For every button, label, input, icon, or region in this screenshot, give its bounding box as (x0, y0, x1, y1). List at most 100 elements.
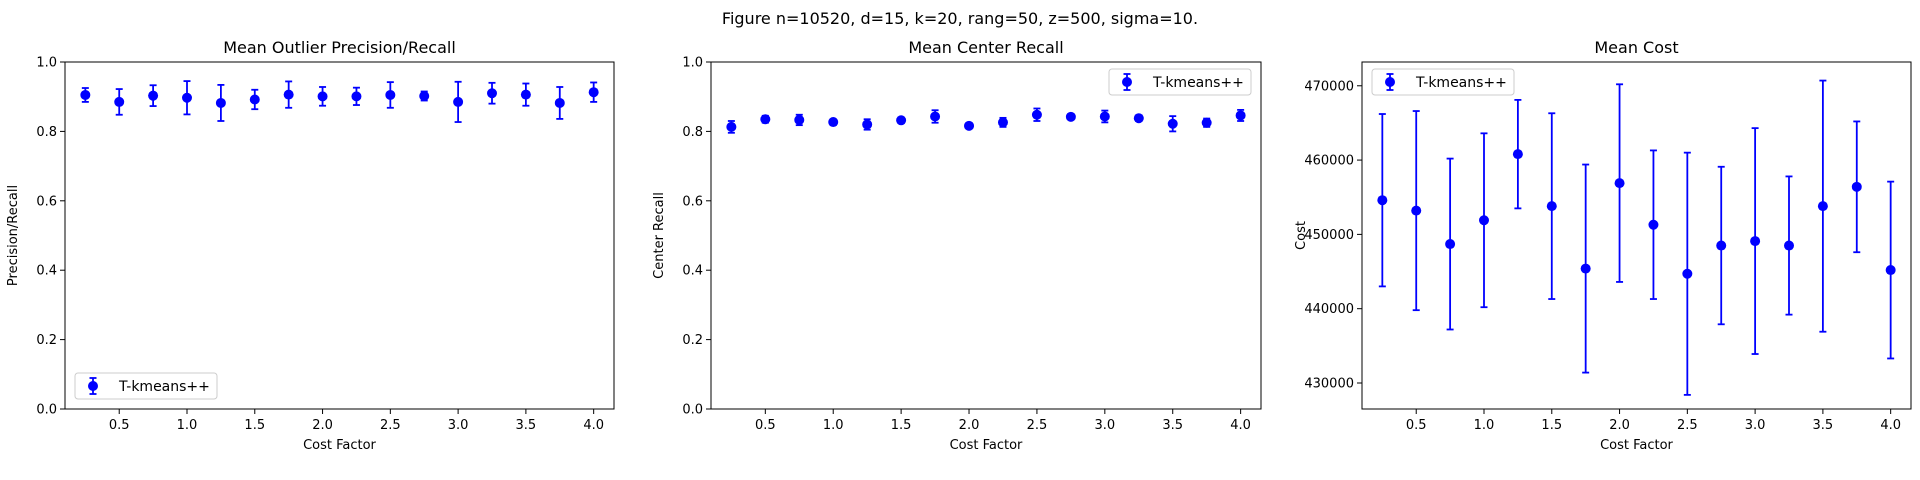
x-tick-label: 0.5 (1406, 418, 1427, 433)
data-point (419, 91, 430, 102)
plot-frame (710, 61, 1262, 410)
legend-marker (88, 381, 98, 391)
x-tick-label: 3.5 (1162, 418, 1183, 433)
data-point (1851, 181, 1862, 192)
data-point (317, 91, 328, 102)
legend: T-kmeans++ (1108, 68, 1252, 96)
y-tick-label: 0.6 (36, 194, 57, 209)
y-tick-label: 0.8 (682, 125, 703, 140)
data-point (1682, 268, 1693, 279)
x-tick-label: 2.5 (380, 418, 401, 433)
data-point (1133, 113, 1144, 124)
data-point (1201, 117, 1212, 128)
data-point (1580, 263, 1591, 274)
legend: T-kmeans++ (74, 372, 218, 400)
y-tick-label: 1.0 (682, 56, 703, 71)
x-tick-label: 2.5 (1027, 418, 1048, 433)
chart-panel-center-recall: Mean Center Recall 0.5 1.0 1.5 2.0 2.5 3.0 3.5 4… (652, 38, 1262, 453)
data-point (351, 91, 362, 102)
y-tick-label: 440000 (1304, 302, 1354, 317)
data-point (182, 92, 192, 103)
chart-panel-precision-recall: Mean Outlier Precision/Recall 0.5 1.0 1.5 2.… (6, 38, 615, 453)
legend-label: T-kmeans++ (1415, 75, 1507, 91)
y-axis-label: Cost (1294, 221, 1309, 250)
data-point (760, 114, 771, 125)
data-point (1235, 110, 1246, 121)
y-tick-label: 430000 (1304, 376, 1354, 391)
data-point (726, 121, 737, 132)
data-point (283, 89, 294, 100)
data-point (1784, 240, 1794, 251)
data-point (1411, 205, 1422, 216)
y-tick-label: 460000 (1304, 154, 1354, 169)
x-tick-label: 1.0 (177, 418, 198, 433)
x-tick-label: 1.5 (1541, 418, 1562, 433)
data-point (487, 88, 497, 99)
data-point (554, 97, 565, 108)
data-point (215, 97, 226, 108)
legend-box (1108, 68, 1252, 96)
data-point (1546, 201, 1557, 212)
y-tick-label: 0.0 (682, 403, 703, 418)
x-tick-label: 4.0 (1230, 418, 1251, 433)
data-point (1031, 109, 1042, 120)
legend-label: T-kmeans++ (1152, 75, 1244, 91)
x-tick-label: 2.5 (1677, 418, 1698, 433)
x-tick-label: 1.5 (891, 418, 912, 433)
legend-box (1371, 68, 1515, 96)
data-point (930, 111, 941, 122)
plot-frame (1361, 61, 1912, 410)
x-tick-label: 3.5 (516, 418, 537, 433)
plot-frame (64, 61, 615, 410)
data-point (896, 115, 907, 126)
data-point (862, 119, 873, 130)
legend-marker (1122, 77, 1132, 87)
chart-title: Mean Cost (1594, 38, 1678, 57)
x-axis-label: Cost Factor (950, 438, 1023, 453)
data-point (80, 89, 91, 100)
y-tick-label: 0.2 (682, 333, 703, 348)
data-point (828, 117, 839, 128)
x-axis-label: Cost Factor (1600, 438, 1673, 453)
y-tick-label: 1.0 (36, 56, 57, 71)
figure-title: Figure n=10520, d=15, k=20, rang=50, z=5… (722, 9, 1198, 28)
y-tick-label: 470000 (1304, 79, 1354, 94)
data-point (1512, 149, 1523, 160)
y-tick-label: 0.0 (36, 403, 57, 418)
x-tick-label: 4.0 (1880, 418, 1901, 433)
x-tick-label: 3.0 (1094, 418, 1115, 433)
y-axis-label: Precision/Recall (6, 185, 21, 286)
data-point (453, 96, 464, 107)
x-tick-label: 2.0 (1609, 418, 1630, 433)
legend-box (74, 372, 218, 400)
data-point (588, 87, 599, 98)
x-tick-label: 3.0 (448, 418, 469, 433)
legend-marker (1385, 77, 1395, 87)
data-point (249, 94, 260, 105)
x-tick-label: 3.0 (1745, 418, 1766, 433)
data-point (1167, 118, 1178, 129)
y-tick-label: 0.2 (36, 333, 57, 348)
x-tick-label: 0.5 (755, 418, 776, 433)
data-point (1065, 111, 1076, 122)
data-point (1885, 265, 1896, 276)
data-point (1377, 195, 1388, 206)
data-point (1099, 111, 1110, 122)
chart-title: Mean Outlier Precision/Recall (223, 38, 456, 57)
y-tick-label: 0.4 (36, 264, 57, 279)
chart-title: Mean Center Recall (908, 38, 1063, 57)
x-tick-label: 4.0 (583, 418, 604, 433)
y-tick-label: 450000 (1304, 228, 1354, 243)
data-point (997, 117, 1008, 128)
legend: T-kmeans++ (1371, 68, 1515, 96)
data-point (520, 89, 531, 100)
y-tick-label: 0.8 (36, 125, 57, 140)
x-tick-label: 1.5 (244, 418, 265, 433)
x-tick-label: 1.0 (1474, 418, 1495, 433)
x-tick-label: 1.0 (823, 418, 844, 433)
x-tick-label: 2.0 (959, 418, 980, 433)
x-tick-label: 0.5 (109, 418, 130, 433)
x-tick-label: 2.0 (312, 418, 333, 433)
x-tick-label: 3.5 (1813, 418, 1834, 433)
